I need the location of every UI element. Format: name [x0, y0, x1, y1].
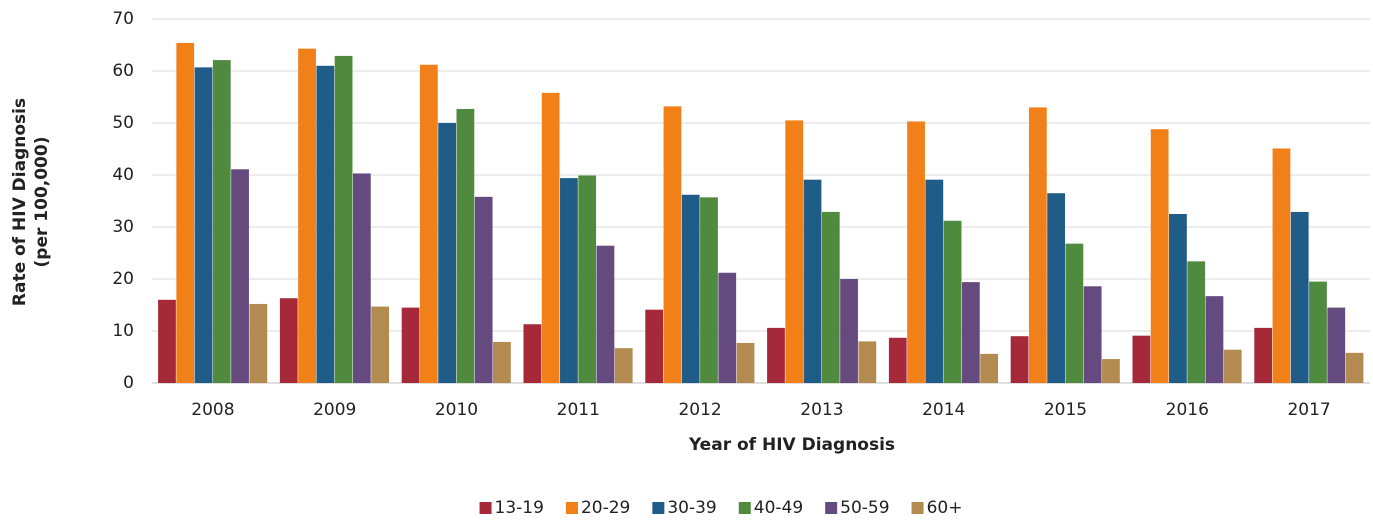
y-axis-title-line: Rate of HIV Diagnosis [10, 98, 30, 306]
y-tick-label: 70 [112, 9, 134, 29]
bar [1047, 193, 1065, 383]
bar [961, 282, 980, 383]
x-axis-title: Year of HIV Diagnosis [688, 435, 895, 455]
y-tick-label: 50 [112, 113, 134, 133]
bar [718, 272, 737, 383]
legend-swatch [825, 502, 838, 514]
bar [316, 65, 335, 384]
legend-swatch [652, 502, 665, 514]
bar [194, 67, 213, 384]
y-tick-label: 40 [112, 165, 134, 185]
bar [840, 279, 858, 383]
bar [279, 298, 298, 383]
bar [821, 211, 840, 383]
y-tick-label: 10 [112, 321, 134, 341]
bar [176, 42, 195, 384]
bar [736, 342, 755, 383]
bar [614, 348, 633, 383]
legend: 13-19 20-29 30-39 40-49 50-59 60+ [479, 498, 963, 518]
bar [419, 64, 438, 383]
bar [1010, 336, 1029, 383]
y-tick-label: 60 [112, 61, 134, 81]
bar [158, 299, 176, 383]
bar [401, 307, 420, 383]
bar [1102, 359, 1120, 383]
bar [1223, 349, 1242, 383]
bar [767, 327, 785, 383]
legend-label: 20-29 [581, 498, 630, 518]
x-tick-label: 2015 [1044, 400, 1087, 420]
x-tick-label: 2016 [1166, 400, 1209, 420]
bar [1290, 211, 1309, 383]
bar [1187, 261, 1206, 383]
bar [700, 197, 718, 383]
bar [785, 120, 804, 384]
legend-label: 13-19 [495, 498, 544, 518]
bar [1272, 148, 1291, 383]
bar [1065, 243, 1084, 383]
legend-swatch [479, 502, 492, 514]
bar [888, 337, 907, 383]
bar [249, 303, 268, 383]
x-tick-label: 2010 [435, 400, 478, 420]
bar [645, 309, 664, 383]
bar [1169, 214, 1187, 383]
x-tick-label: 2012 [678, 400, 721, 420]
x-tick-label: 2009 [313, 400, 356, 420]
x-tick-label: 2017 [1287, 400, 1330, 420]
bar [371, 306, 390, 383]
bar [943, 220, 962, 383]
bar [1327, 307, 1346, 383]
bar [541, 92, 560, 383]
x-tick-label: 2013 [800, 400, 843, 420]
bar [298, 48, 316, 383]
legend-label: 50-59 [840, 498, 889, 518]
x-tick-label: 2014 [922, 400, 965, 420]
bar [803, 179, 822, 383]
bar [907, 121, 925, 383]
bar [1254, 327, 1273, 383]
bar [925, 179, 944, 383]
bar [578, 175, 597, 383]
legend-label: 60+ [927, 498, 963, 518]
y-tick-label: 30 [112, 217, 134, 237]
bar [980, 353, 999, 383]
bar [1150, 129, 1169, 383]
bar [858, 341, 877, 383]
legend-label: 40-49 [754, 498, 803, 518]
y-axis-title-line: (per 100,000) [32, 137, 52, 268]
bar [231, 169, 249, 383]
bar [663, 106, 682, 384]
bar [1083, 286, 1102, 383]
bar [493, 341, 511, 383]
bar [1028, 107, 1047, 384]
bar [1309, 281, 1327, 383]
y-tick-label: 0 [123, 373, 134, 393]
bar [474, 196, 493, 383]
bar [1132, 335, 1151, 383]
legend-label: 30-39 [667, 498, 716, 518]
bar [596, 245, 615, 383]
bar [352, 173, 371, 383]
legend-swatch [565, 502, 578, 514]
bar [560, 178, 578, 383]
bar [1345, 352, 1364, 383]
x-tick-label: 2008 [191, 400, 234, 420]
y-axis-title: Rate of HIV Diagnosis (per 100,000) [10, 98, 52, 306]
bar [334, 55, 353, 384]
legend-swatch [738, 502, 751, 514]
bar [523, 324, 542, 383]
x-tick-label: 2011 [557, 400, 600, 420]
legend-swatch [911, 502, 924, 514]
bar [212, 60, 231, 384]
y-tick-label: 20 [112, 269, 134, 289]
bar [1205, 296, 1224, 383]
bar [681, 194, 700, 383]
bar [438, 123, 456, 383]
bar [456, 108, 475, 384]
